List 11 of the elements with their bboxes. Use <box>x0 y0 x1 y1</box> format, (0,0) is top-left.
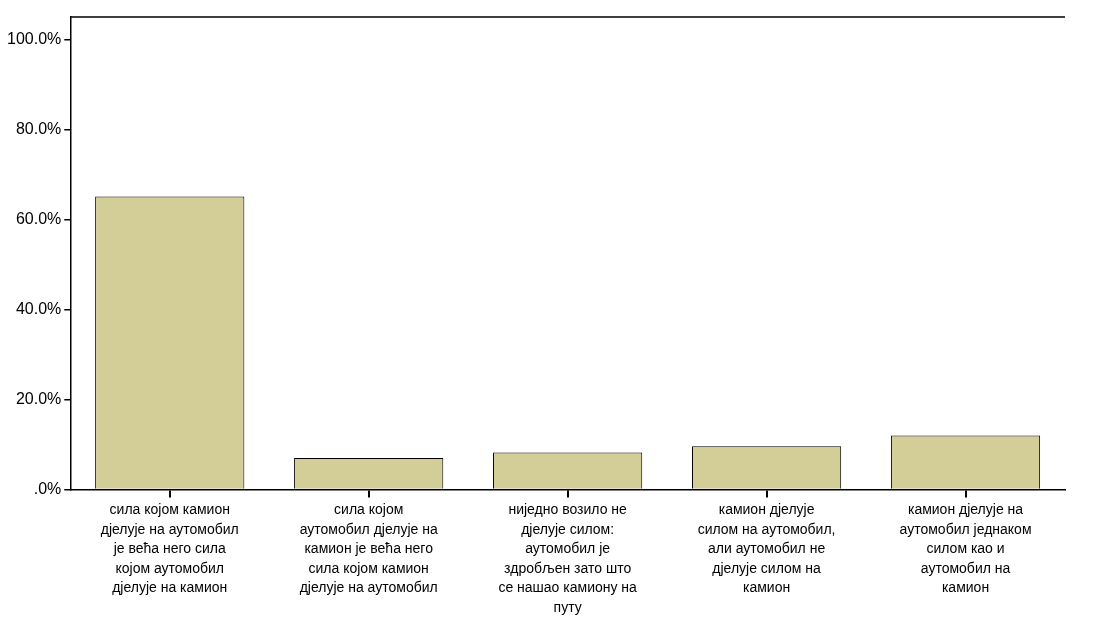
y-tick-label: 100.0% <box>7 29 62 47</box>
y-tick-label: 20.0% <box>15 389 62 407</box>
x-tick-label: ниједно возило не дјелује силом: аутомобил је здробљен зато што се нашао камиону на путу <box>498 501 638 616</box>
y-tick-label: 80.0% <box>15 119 62 137</box>
y-tick-label: 40.0% <box>15 299 62 317</box>
x-tick-label: сила којом аутомобил дјелује на камион је већа него сила којом камион дјелује на аутомобил <box>299 501 438 596</box>
x-tick-label: камион дјелује на аутомобил једнаком силом као и аутомобил на камион <box>899 501 1032 596</box>
x-tick-label: камион дјелује силом на аутомобил, али аутомобил не дјелује силом на камион <box>697 501 836 596</box>
x-tick-label: сила којом камион дјелује на аутомобил је већа него сила којом аутомобил дјелује на камион <box>100 501 239 596</box>
y-tick-label: 60.0% <box>15 209 62 227</box>
y-tick-label: .0% <box>33 479 62 497</box>
